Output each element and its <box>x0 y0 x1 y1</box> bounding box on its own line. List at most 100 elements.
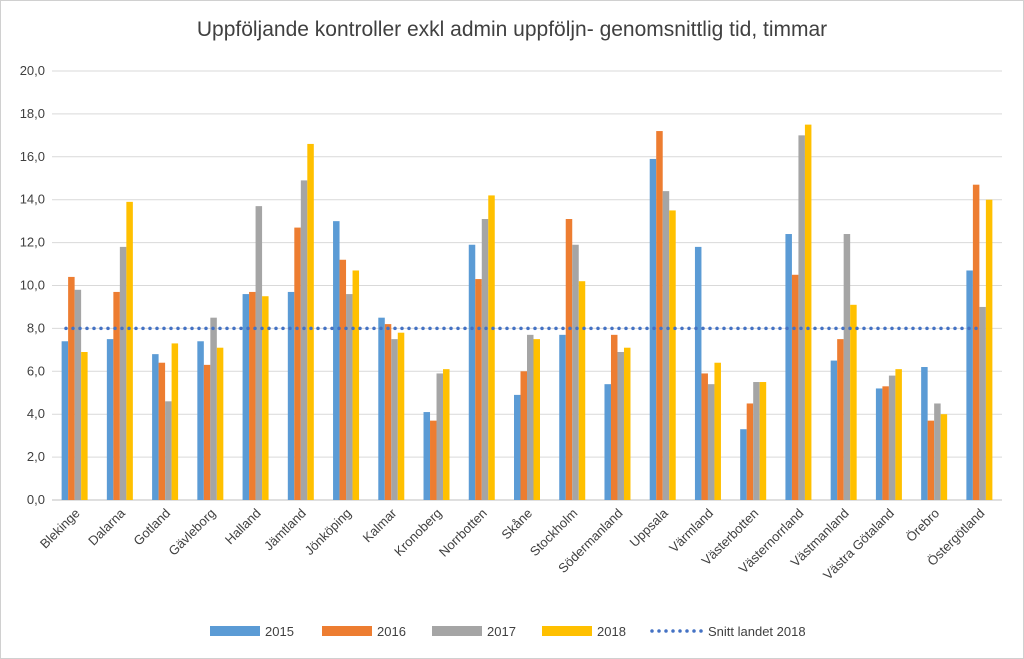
x-tick-label: Kalmar <box>360 505 400 545</box>
bar-2018-6 <box>352 270 360 500</box>
legend-label: 2016 <box>377 624 406 639</box>
bar-2017-14 <box>707 384 715 500</box>
legend-label: 2018 <box>597 624 626 639</box>
bar-2016-17 <box>837 339 844 500</box>
bar-2015-1 <box>106 339 114 500</box>
bar-2018-13 <box>669 210 676 501</box>
legend-swatch-2016 <box>322 626 372 636</box>
bar-2016-3 <box>203 364 211 500</box>
bar-2015-19 <box>921 367 928 500</box>
x-tick-label: Norrbotten <box>436 506 490 560</box>
y-tick-label: 8,0 <box>27 320 45 335</box>
bar-2015-10 <box>514 394 521 500</box>
legend: 2015 2016 2017 2018 Snitt landet 2018 <box>210 624 806 639</box>
bar-2018-20 <box>985 199 993 500</box>
y-tick-label: 16,0 <box>20 149 45 164</box>
bar-2017-18 <box>888 375 896 500</box>
bar-2016-7 <box>384 324 392 500</box>
bar-2015-15 <box>740 429 747 500</box>
x-tick-label: Halland <box>222 506 264 548</box>
bar-2015-11 <box>559 334 566 500</box>
x-tick-label: Skåne <box>498 506 535 543</box>
bar-2018-9 <box>488 195 495 500</box>
bar-2017-13 <box>662 191 670 500</box>
bar-2016-6 <box>339 259 347 500</box>
legend-swatch-2018 <box>542 626 592 636</box>
bar-2017-6 <box>346 294 353 500</box>
bar-2016-11 <box>565 219 573 500</box>
bar-2018-2 <box>171 343 179 500</box>
x-tick-label: Örebro <box>903 506 942 545</box>
bar-2015-9 <box>468 244 476 500</box>
bar-2015-3 <box>197 341 204 500</box>
bar-2015-4 <box>242 294 250 500</box>
bar-2017-5 <box>300 180 308 500</box>
bar-2018-14 <box>714 362 721 500</box>
y-tick-label: 14,0 <box>20 192 45 207</box>
bar-2017-8 <box>436 373 444 500</box>
bar-2015-0 <box>61 341 69 500</box>
bar-2015-5 <box>287 291 295 500</box>
x-tick-label: Jönköping <box>302 506 355 559</box>
bar-2016-14 <box>701 373 708 500</box>
bar-2017-10 <box>527 334 534 500</box>
bar-2015-18 <box>875 388 883 500</box>
bar-2018-5 <box>307 143 314 500</box>
bar-2015-14 <box>694 246 702 500</box>
bar-2018-19 <box>940 414 948 500</box>
bar-2015-8 <box>423 412 431 500</box>
chart-title: Uppföljande kontroller exkl admin uppföl… <box>196 18 828 41</box>
bar-2015-7 <box>378 317 385 500</box>
bar-2015-12 <box>604 384 611 500</box>
bar-2018-17 <box>850 304 857 500</box>
bar-2018-11 <box>578 281 586 500</box>
x-tick-label: Gotland <box>130 506 173 549</box>
y-tick-label: 4,0 <box>27 406 45 421</box>
bar-2015-20 <box>966 270 973 500</box>
bar-2017-16 <box>798 135 805 500</box>
bar-2017-3 <box>210 317 217 500</box>
x-tick-label: Dalarna <box>85 505 128 548</box>
bar-2016-18 <box>882 386 889 500</box>
bar-2017-11 <box>572 244 579 500</box>
bar-2016-19 <box>927 420 935 500</box>
bar-2018-16 <box>804 124 812 500</box>
bar-2016-8 <box>430 420 437 500</box>
y-axis-labels: 0,0 2,0 4,0 6,0 8,0 10,0 12,0 14,0 16,0 18,0 20,0 <box>20 63 45 507</box>
y-tick-label: 2,0 <box>27 449 45 464</box>
legend-label: 2017 <box>487 624 516 639</box>
bar-2016-15 <box>746 403 754 500</box>
bar-2017-0 <box>74 289 82 500</box>
bar-2015-6 <box>333 221 340 500</box>
bar-2017-7 <box>391 339 398 500</box>
bar-2017-15 <box>753 382 760 500</box>
x-tick-label: Blekinge <box>37 506 83 552</box>
legend-label: 2015 <box>265 624 294 639</box>
bar-2016-16 <box>791 274 799 500</box>
bar-2016-9 <box>475 279 482 500</box>
x-tick-label: Uppsala <box>626 505 671 550</box>
bar-2016-10 <box>520 371 527 500</box>
bar-2018-10 <box>533 339 540 500</box>
bar-2017-4 <box>255 206 263 500</box>
legend-swatch-2015 <box>210 626 260 636</box>
bar-2017-20 <box>979 306 986 500</box>
bar-2018-18 <box>895 369 902 500</box>
bar-2016-12 <box>610 334 618 500</box>
bar-2017-2 <box>165 401 172 500</box>
bar-2018-8 <box>443 369 450 500</box>
bar-2015-16 <box>785 234 792 500</box>
bar-2017-9 <box>481 219 489 500</box>
bar-2015-2 <box>152 354 159 500</box>
legend-swatch-2017 <box>432 626 482 636</box>
bar-2017-17 <box>843 234 851 500</box>
bar-2016-1 <box>113 291 120 500</box>
bar-2018-7 <box>397 332 405 500</box>
bar-2018-3 <box>216 347 224 500</box>
bars <box>61 124 993 501</box>
bar-2016-5 <box>294 227 301 500</box>
bar-2018-12 <box>623 347 631 500</box>
y-tick-label: 20,0 <box>20 63 45 78</box>
